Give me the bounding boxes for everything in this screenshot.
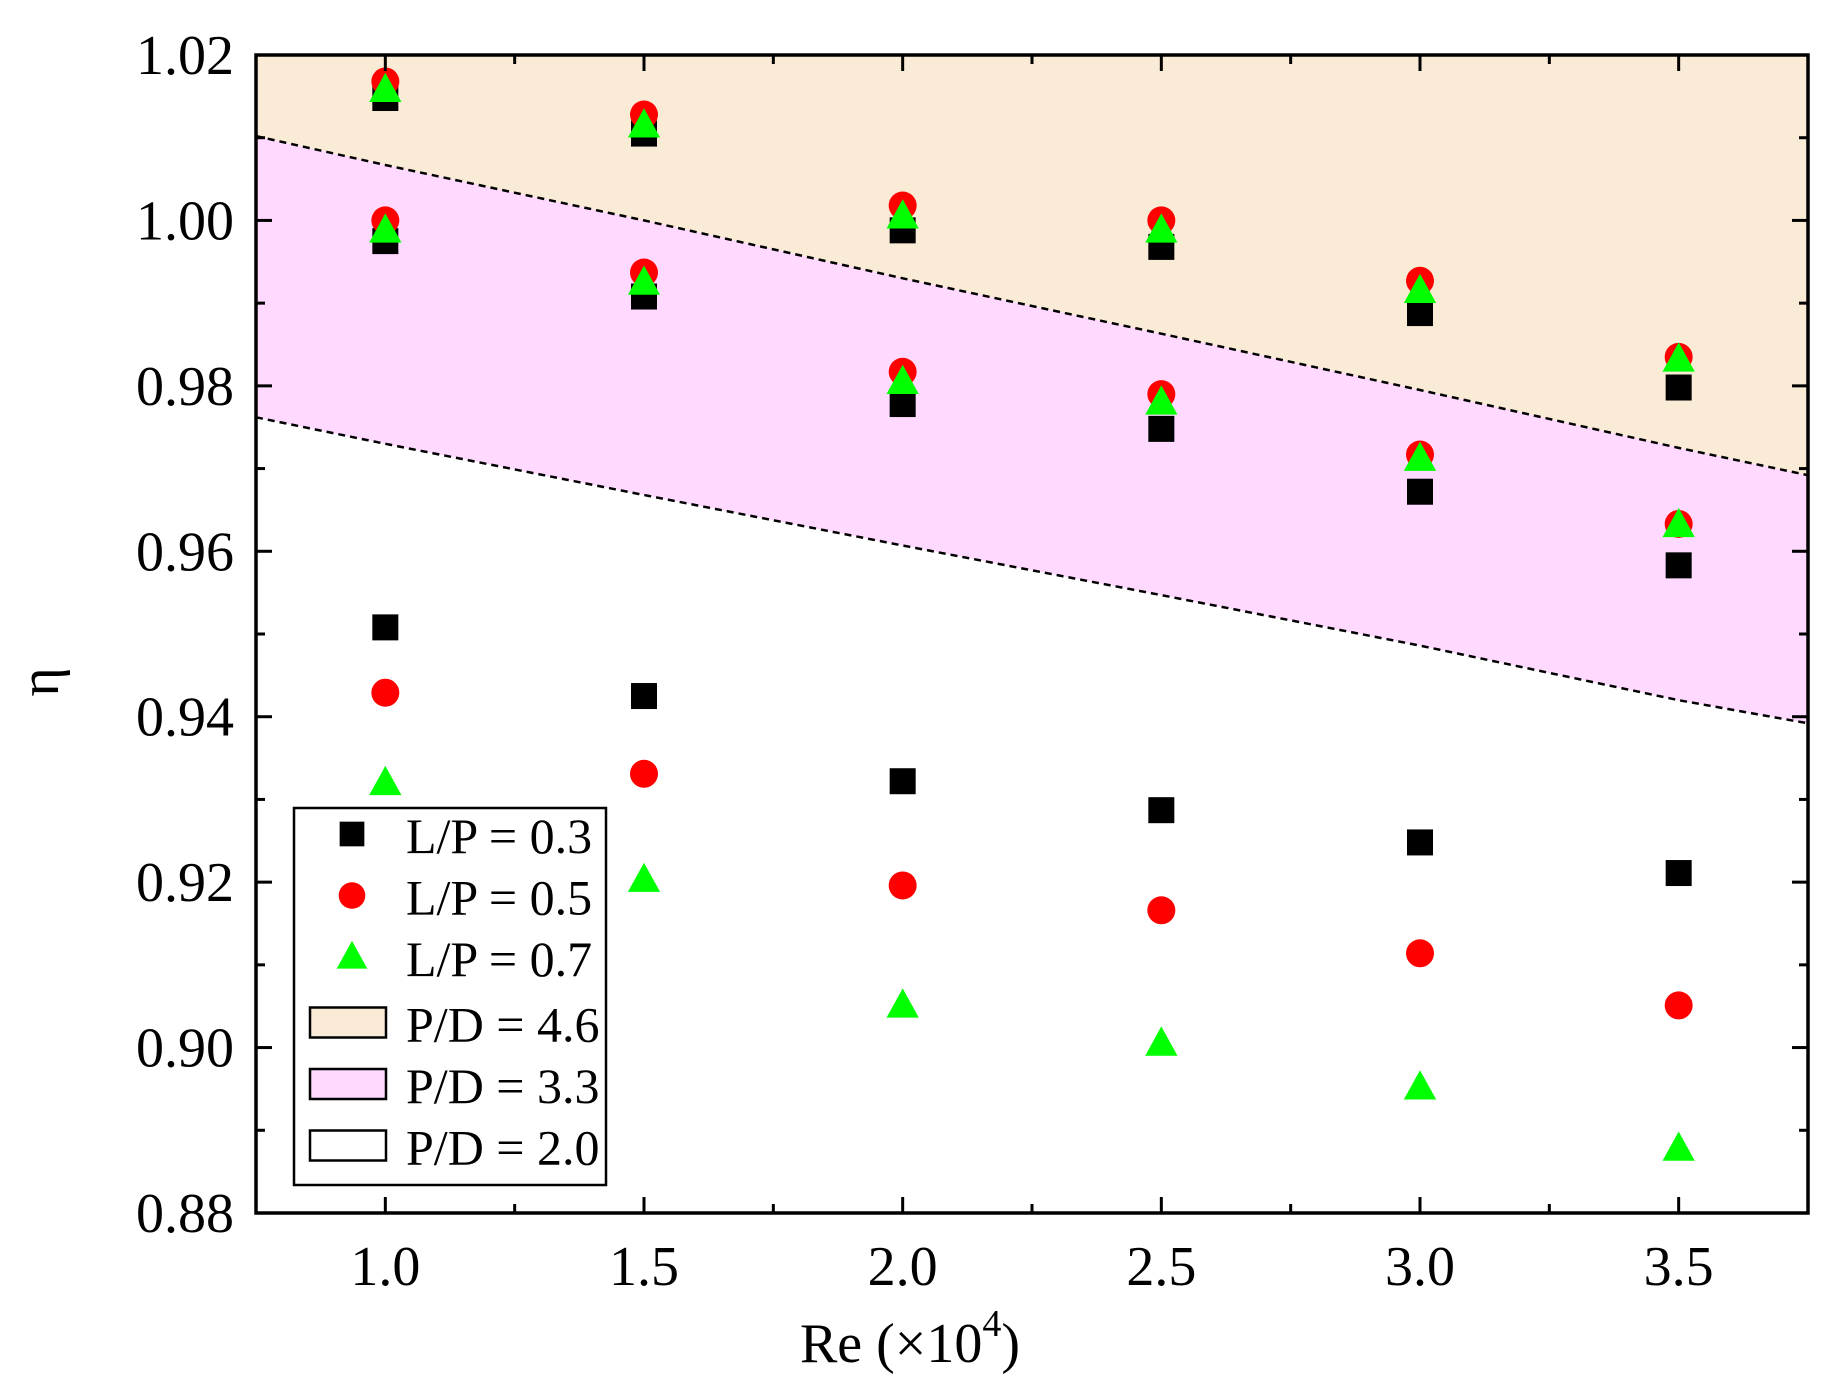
data-point-square-p-d-4-6-5: [1665, 374, 1692, 401]
y-tick-label: 0.98: [136, 356, 234, 418]
data-point-circle-p-d-2-0-4: [1406, 939, 1434, 968]
y-tick-label: 0.92: [136, 852, 234, 914]
data-point-triangle-p-d-2-0-0: [369, 765, 402, 796]
data-point-triangle-p-d-4-6-1: [627, 108, 661, 138]
legend-marker-circle: [338, 882, 366, 909]
legend-item-p-d-4-6: P/D = 4.6: [308, 997, 600, 1053]
data-point-square-p-d-2-0-5: [1665, 860, 1692, 887]
band-layer: [256, 55, 1808, 724]
legend-marker-square: [339, 821, 365, 847]
data-point-square-p-d-3-3-5: [1665, 552, 1692, 579]
band-p-d-4-6: [256, 55, 1808, 476]
y-tick-label: 0.90: [136, 1018, 234, 1080]
x-tick-label: 3.0: [1385, 1236, 1455, 1298]
data-point-square-p-d-3-3-2: [889, 391, 916, 418]
legend-item-l-p-0-5: L/P = 0.5: [338, 870, 592, 926]
data-point-triangle-p-d-2-0-4: [1403, 1070, 1437, 1100]
legend-item-l-p-0-7: L/P = 0.7: [336, 931, 592, 987]
legend-label: L/P = 0.7: [406, 931, 592, 987]
data-point-triangle-p-d-4-6-0: [369, 72, 402, 102]
data-point-square-p-d-3-3-3: [1148, 415, 1175, 442]
data-point-circle-p-d-2-0-1: [630, 759, 658, 788]
x-tick-label: 3.5: [1644, 1236, 1714, 1298]
data-point-circle-p-d-2-0-0: [371, 678, 400, 707]
legend: L/P = 0.3L/P = 0.5L/P = 0.7P/D = 4.6P/D …: [292, 806, 608, 1187]
band-boundary-line-0: [255, 134, 1809, 477]
data-point-triangle-p-d-4-6-2: [886, 199, 919, 229]
x-tick-label: 2.0: [868, 1236, 938, 1298]
data-point-triangle-p-d-3-3-2: [886, 364, 919, 394]
x-axis-title: Re (×104): [800, 1303, 1020, 1375]
data-point-square-p-d-3-3-4: [1407, 478, 1433, 505]
y-axis-title: η: [9, 667, 71, 696]
legend-item-l-p-0-3: L/P = 0.3: [339, 808, 592, 864]
data-point-square-p-d-4-6-4: [1407, 300, 1433, 327]
data-point-circle-p-d-2-0-3: [1147, 896, 1176, 925]
data-point-triangle-p-d-2-0-2: [886, 988, 919, 1018]
data-point-triangle-p-d-4-6-4: [1403, 273, 1437, 303]
data-point-triangle-p-d-2-0-3: [1145, 1026, 1178, 1056]
data-point-triangle-p-d-3-3-0: [369, 213, 402, 243]
legend-swatch: [308, 1067, 388, 1101]
data-point-triangle-p-d-3-3-3: [1145, 385, 1178, 415]
data-point-triangle-p-d-2-0-5: [1662, 1131, 1695, 1161]
axis-labels: Re (×104) η: [9, 667, 1020, 1375]
data-point-square-p-d-2-0-2: [889, 768, 916, 795]
data-point-square-p-d-2-0-0: [372, 614, 399, 641]
legend-label: P/D = 2.0: [406, 1120, 600, 1176]
y-tick-label: 1.00: [136, 190, 234, 252]
data-point-circle-p-d-2-0-5: [1664, 991, 1693, 1020]
data-point-square-p-d-2-0-4: [1407, 829, 1433, 856]
data-points-layer: [369, 67, 1695, 1161]
legend-label: L/P = 0.3: [406, 808, 592, 864]
data-point-triangle-p-d-3-3-4: [1403, 441, 1437, 471]
legend-label: L/P = 0.5: [406, 870, 592, 926]
y-tick-label: 0.94: [136, 687, 234, 749]
legend-item-p-d-2-0: P/D = 2.0: [308, 1120, 600, 1176]
data-point-square-p-d-2-0-3: [1148, 797, 1175, 824]
data-point-triangle-p-d-4-6-3: [1145, 213, 1178, 243]
x-tick-label: 2.5: [1126, 1236, 1196, 1298]
band-boundary-layer: [255, 134, 1809, 725]
legend-marker-triangle: [336, 940, 368, 969]
data-point-triangle-p-d-3-3-5: [1662, 507, 1695, 538]
legend-box: [292, 806, 608, 1187]
series-l-p-0-7: [369, 72, 1695, 1161]
legend-item-p-d-3-3: P/D = 3.3: [308, 1058, 600, 1114]
legend-label: P/D = 4.6: [406, 997, 600, 1053]
x-tick-label: 1.0: [350, 1236, 420, 1298]
legend-swatch: [308, 1006, 388, 1039]
data-point-triangle-p-d-3-3-1: [627, 265, 661, 295]
band-boundary-line-1: [255, 416, 1809, 725]
y-tick-label: 0.88: [136, 1183, 234, 1245]
legend-swatch: [308, 1129, 388, 1162]
legend-label: P/D = 3.3: [406, 1058, 600, 1114]
y-tick-label: 0.96: [136, 521, 234, 583]
x-tick-label: 1.5: [609, 1236, 679, 1298]
data-point-triangle-p-d-2-0-1: [627, 862, 661, 892]
data-point-square-p-d-2-0-1: [631, 683, 657, 710]
data-point-triangle-p-d-4-6-5: [1662, 342, 1695, 372]
y-tick-label: 1.02: [136, 25, 234, 87]
data-point-circle-p-d-2-0-2: [888, 871, 917, 900]
axes-layer: 1.0 1.5 2.0 2.5 3.0 3.5 0.88 0.90 0.92 0.94 0.96 0.…: [136, 25, 1810, 1298]
